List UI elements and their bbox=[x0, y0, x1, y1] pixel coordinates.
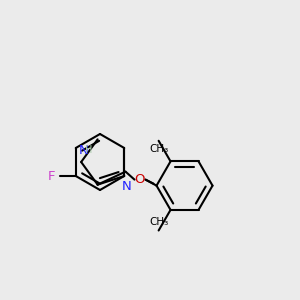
Text: O: O bbox=[134, 173, 145, 186]
Text: N: N bbox=[122, 181, 131, 194]
Text: CH₃: CH₃ bbox=[149, 144, 168, 154]
Text: CH₃: CH₃ bbox=[149, 218, 168, 227]
Text: H: H bbox=[85, 145, 93, 155]
Text: F: F bbox=[47, 169, 55, 182]
Text: N: N bbox=[78, 143, 88, 157]
